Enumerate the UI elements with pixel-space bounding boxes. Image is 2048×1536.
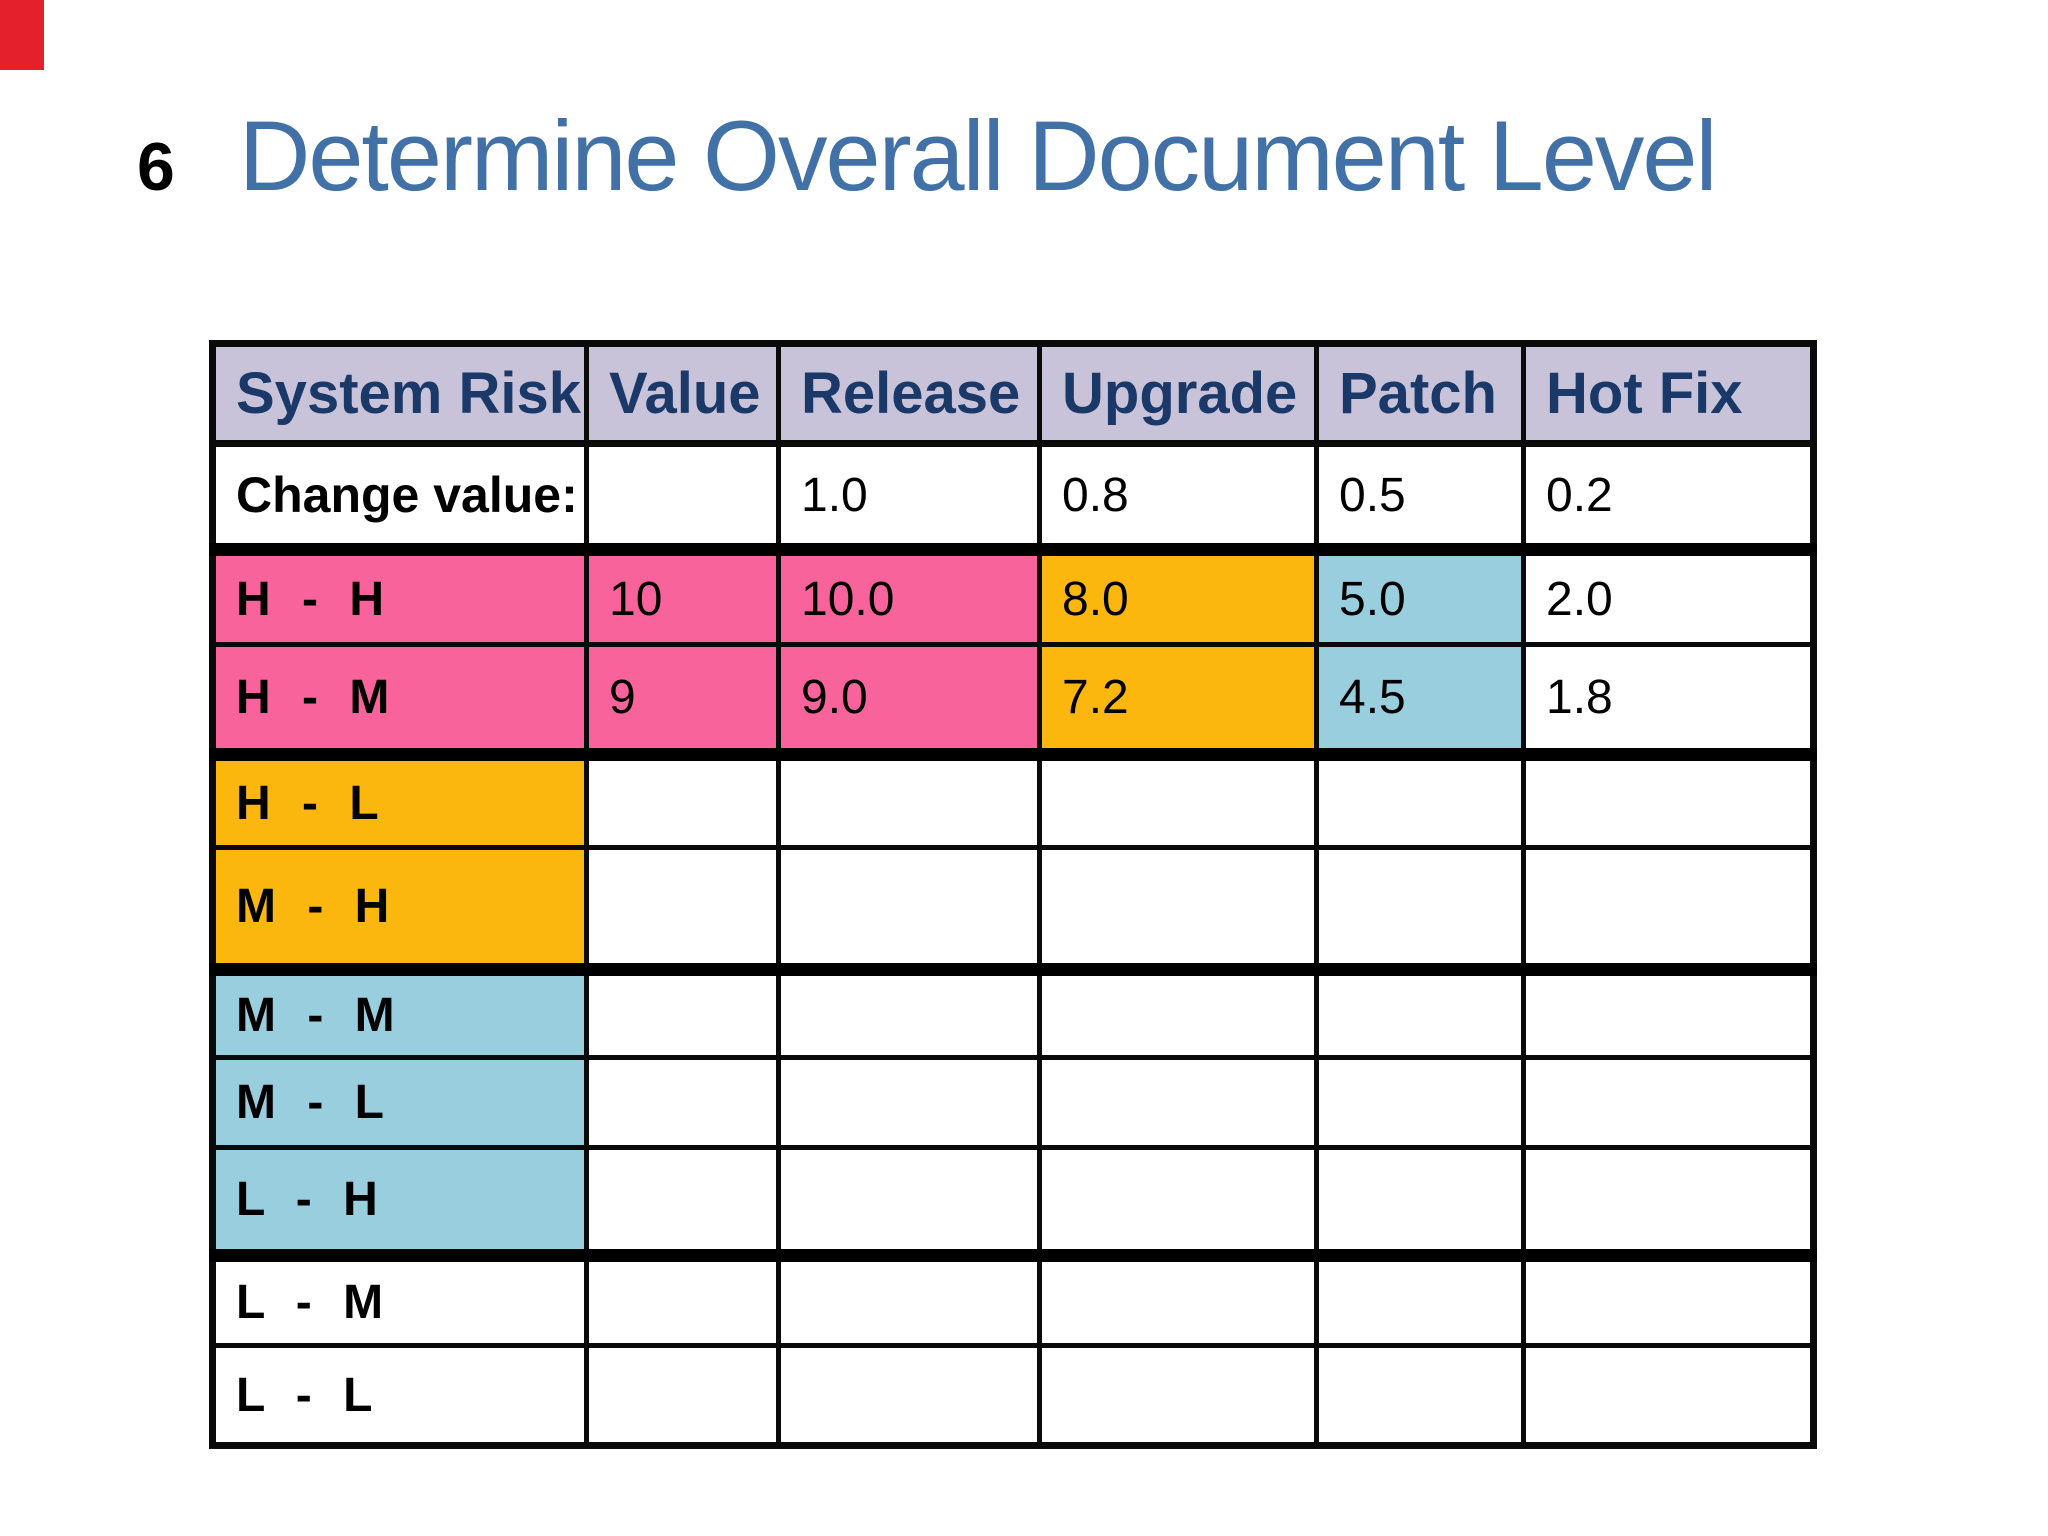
value-cell bbox=[1037, 1253, 1319, 1348]
table-row: M - H bbox=[210, 845, 1816, 976]
page-title: Determine Overall Document Level bbox=[238, 100, 1718, 211]
column-header: Patch bbox=[1314, 341, 1526, 447]
value-cell bbox=[776, 752, 1042, 850]
value-cell bbox=[776, 1055, 1042, 1150]
value-cell bbox=[776, 1343, 1042, 1448]
value-cell bbox=[1521, 752, 1816, 850]
row-label-cell: H - H bbox=[210, 547, 589, 647]
table-row: M - L bbox=[210, 1055, 1816, 1150]
value-cell bbox=[776, 1253, 1042, 1348]
table-body: Change value: 1.0 0.8 0.5 0.2 H - H 10 10.0 8.0 5… bbox=[210, 441, 1816, 1448]
table-header: System Risk Value Release Upgrade Patch Hot F… bbox=[210, 341, 1816, 447]
value-cell bbox=[1521, 1253, 1816, 1348]
row-label-cell: M - M bbox=[210, 967, 589, 1060]
value-cell bbox=[1037, 1055, 1319, 1150]
row-label-cell: M - L bbox=[210, 1055, 589, 1150]
table-row: H - H 10 10.0 8.0 5.0 2.0 bbox=[210, 547, 1816, 647]
value-cell: 1.0 bbox=[776, 441, 1042, 556]
value-cell bbox=[1037, 1343, 1319, 1448]
value-cell: 1.8 bbox=[1521, 642, 1816, 761]
value-cell: 0.2 bbox=[1521, 441, 1816, 556]
row-label-cell: L - L bbox=[210, 1343, 589, 1448]
row-label-cell: L - M bbox=[210, 1253, 589, 1348]
value-cell bbox=[1521, 1145, 1816, 1262]
value-cell: 9.0 bbox=[776, 642, 1042, 761]
header-row: System Risk Value Release Upgrade Patch Hot F… bbox=[210, 341, 1816, 447]
value-cell bbox=[584, 1253, 781, 1348]
row-label-cell: H - L bbox=[210, 752, 589, 850]
title-row: 6 Determine Overall Document Level bbox=[137, 100, 1718, 211]
row-label-cell: L - H bbox=[210, 1145, 589, 1262]
value-cell bbox=[776, 967, 1042, 1060]
value-cell bbox=[1521, 1055, 1816, 1150]
table-row: L - M bbox=[210, 1253, 1816, 1348]
value-cell bbox=[584, 967, 781, 1060]
column-header: Upgrade bbox=[1037, 341, 1319, 447]
value-cell bbox=[584, 1343, 781, 1448]
value-cell bbox=[584, 845, 781, 976]
value-cell bbox=[1521, 967, 1816, 1060]
column-header: Release bbox=[776, 341, 1042, 447]
value-cell: 4.5 bbox=[1314, 642, 1526, 761]
document-level-table: System Risk Value Release Upgrade Patch Hot F… bbox=[209, 340, 1817, 1449]
value-cell bbox=[1037, 845, 1319, 976]
row-label-cell: Change value: bbox=[210, 441, 589, 556]
column-header: System Risk bbox=[210, 341, 589, 447]
slide-number: 6 bbox=[137, 129, 175, 205]
value-cell bbox=[1037, 1145, 1319, 1262]
value-cell bbox=[1314, 1343, 1526, 1448]
value-cell bbox=[584, 441, 781, 556]
value-cell bbox=[1314, 1145, 1526, 1262]
table-row: M - M bbox=[210, 967, 1816, 1060]
column-header: Value bbox=[584, 341, 781, 447]
value-cell: 10.0 bbox=[776, 547, 1042, 647]
value-cell: 0.5 bbox=[1314, 441, 1526, 556]
value-cell: 10 bbox=[584, 547, 781, 647]
value-cell bbox=[1314, 967, 1526, 1060]
table-row: Change value: 1.0 0.8 0.5 0.2 bbox=[210, 441, 1816, 556]
value-cell: 5.0 bbox=[1314, 547, 1526, 647]
table-row: L - H bbox=[210, 1145, 1816, 1262]
value-cell bbox=[776, 845, 1042, 976]
value-cell: 0.8 bbox=[1037, 441, 1319, 556]
table-row: H - L bbox=[210, 752, 1816, 850]
value-cell bbox=[584, 1055, 781, 1150]
value-cell: 7.2 bbox=[1037, 642, 1319, 761]
value-cell bbox=[1314, 1253, 1526, 1348]
value-cell: 2.0 bbox=[1521, 547, 1816, 647]
red-accent-bar bbox=[0, 0, 44, 70]
value-cell bbox=[1314, 845, 1526, 976]
row-label-cell: H - M bbox=[210, 642, 589, 761]
row-label-cell: M - H bbox=[210, 845, 589, 976]
value-cell bbox=[584, 752, 781, 850]
column-header: Hot Fix bbox=[1521, 341, 1816, 447]
value-cell bbox=[1037, 967, 1319, 1060]
value-cell bbox=[1521, 1343, 1816, 1448]
value-cell bbox=[584, 1145, 781, 1262]
value-cell bbox=[1037, 752, 1319, 850]
value-cell bbox=[1521, 845, 1816, 976]
value-cell: 9 bbox=[584, 642, 781, 761]
value-cell: 8.0 bbox=[1037, 547, 1319, 647]
table-row: H - M 9 9.0 7.2 4.5 1.8 bbox=[210, 642, 1816, 761]
table-row: L - L bbox=[210, 1343, 1816, 1448]
value-cell bbox=[1314, 752, 1526, 850]
value-cell bbox=[776, 1145, 1042, 1262]
value-cell bbox=[1314, 1055, 1526, 1150]
